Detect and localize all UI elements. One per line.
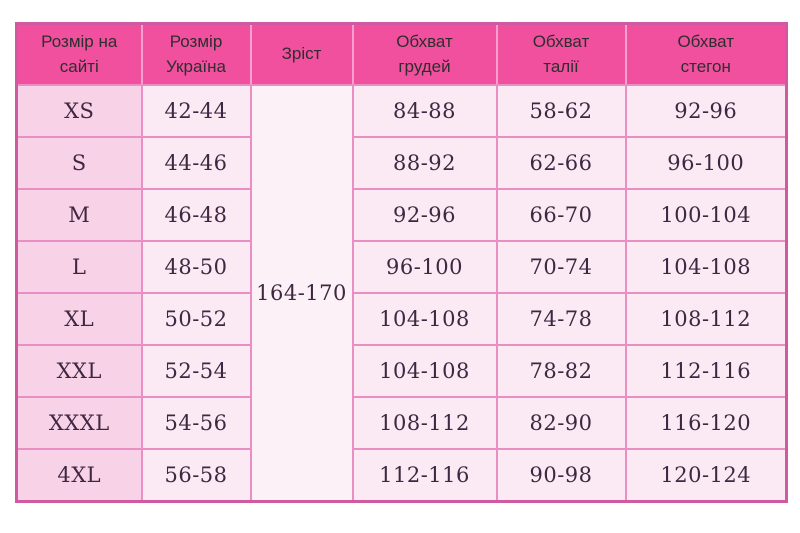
cell-height-merged: 164-170 bbox=[249, 84, 354, 503]
cell-chest: 84-88 bbox=[351, 84, 498, 138]
cell-chest: 104-108 bbox=[351, 344, 498, 398]
cell-ua-size: 54-56 bbox=[140, 396, 252, 450]
cell-waist: 82-90 bbox=[495, 396, 627, 450]
cell-site-size: XL bbox=[15, 292, 143, 346]
header-chest-label: Обхват грудей bbox=[396, 31, 453, 76]
header-hips: Обхват стегон bbox=[624, 22, 788, 86]
cell-waist: 70-74 bbox=[495, 240, 627, 294]
cell-chest: 108-112 bbox=[351, 396, 498, 450]
cell-waist: 58-62 bbox=[495, 84, 627, 138]
header-waist-label: Обхват талії bbox=[532, 31, 590, 76]
cell-hips: 120-124 bbox=[624, 448, 788, 503]
cell-chest: 92-96 bbox=[351, 188, 498, 242]
table-row: M 46-48 92-96 66-70 100-104 bbox=[15, 188, 788, 242]
size-chart-table: Розмір на сайті Розмір Україна Зріст Обх… bbox=[15, 22, 788, 503]
cell-waist: 62-66 bbox=[495, 136, 627, 190]
header-ua-size: Розмір Україна bbox=[140, 22, 252, 86]
cell-site-size: XS bbox=[15, 84, 143, 138]
cell-waist: 74-78 bbox=[495, 292, 627, 346]
header-site-size: Розмір на сайті bbox=[15, 22, 143, 86]
table-row: XL 50-52 104-108 74-78 108-112 bbox=[15, 292, 788, 346]
cell-hips: 116-120 bbox=[624, 396, 788, 450]
cell-chest: 88-92 bbox=[351, 136, 498, 190]
cell-waist: 78-82 bbox=[495, 344, 627, 398]
header-waist: Обхват талії bbox=[495, 22, 627, 86]
cell-site-size: M bbox=[15, 188, 143, 242]
table-row: XXXL 54-56 108-112 82-90 116-120 bbox=[15, 396, 788, 450]
table-row: 4XL 56-58 112-116 90-98 120-124 bbox=[15, 448, 788, 503]
cell-waist: 66-70 bbox=[495, 188, 627, 242]
header-height: Зріст bbox=[249, 22, 354, 86]
header-site-size-label: Розмір на сайті bbox=[41, 31, 118, 76]
cell-chest: 112-116 bbox=[351, 448, 498, 503]
cell-waist: 90-98 bbox=[495, 448, 627, 503]
table-row: XS 42-44 164-170 84-88 58-62 92-96 bbox=[15, 84, 788, 503]
cell-hips: 104-108 bbox=[624, 240, 788, 294]
cell-site-size: L bbox=[15, 240, 143, 294]
table-row: S 44-46 88-92 62-66 96-100 bbox=[15, 136, 788, 190]
cell-site-size: XXL bbox=[15, 344, 143, 398]
header-ua-size-label: Розмір Україна bbox=[166, 31, 226, 76]
table-row: XXL 52-54 104-108 78-82 112-116 bbox=[15, 344, 788, 398]
header-height-label: Зріст bbox=[281, 44, 322, 64]
cell-chest: 96-100 bbox=[351, 240, 498, 294]
cell-site-size: 4XL bbox=[15, 448, 143, 503]
cell-ua-size: 46-48 bbox=[140, 188, 252, 242]
cell-ua-size: 44-46 bbox=[140, 136, 252, 190]
cell-hips: 100-104 bbox=[624, 188, 788, 242]
cell-hips: 96-100 bbox=[624, 136, 788, 190]
cell-ua-size: 42-44 bbox=[140, 84, 252, 138]
cell-hips: 112-116 bbox=[624, 344, 788, 398]
cell-site-size: S bbox=[15, 136, 143, 190]
cell-hips: 92-96 bbox=[624, 84, 788, 138]
cell-ua-size: 56-58 bbox=[140, 448, 252, 503]
header-hips-label: Обхват стегон bbox=[677, 31, 735, 76]
cell-ua-size: 50-52 bbox=[140, 292, 252, 346]
cell-ua-size: 48-50 bbox=[140, 240, 252, 294]
table-row: L 48-50 96-100 70-74 104-108 bbox=[15, 240, 788, 294]
cell-hips: 108-112 bbox=[624, 292, 788, 346]
cell-ua-size: 52-54 bbox=[140, 344, 252, 398]
size-chart: Розмір на сайті Розмір Україна Зріст Обх… bbox=[15, 22, 788, 503]
header-row: Розмір на сайті Розмір Україна Зріст Обх… bbox=[15, 22, 788, 86]
cell-chest: 104-108 bbox=[351, 292, 498, 346]
cell-site-size: XXXL bbox=[15, 396, 143, 450]
header-chest: Обхват грудей bbox=[351, 22, 498, 86]
